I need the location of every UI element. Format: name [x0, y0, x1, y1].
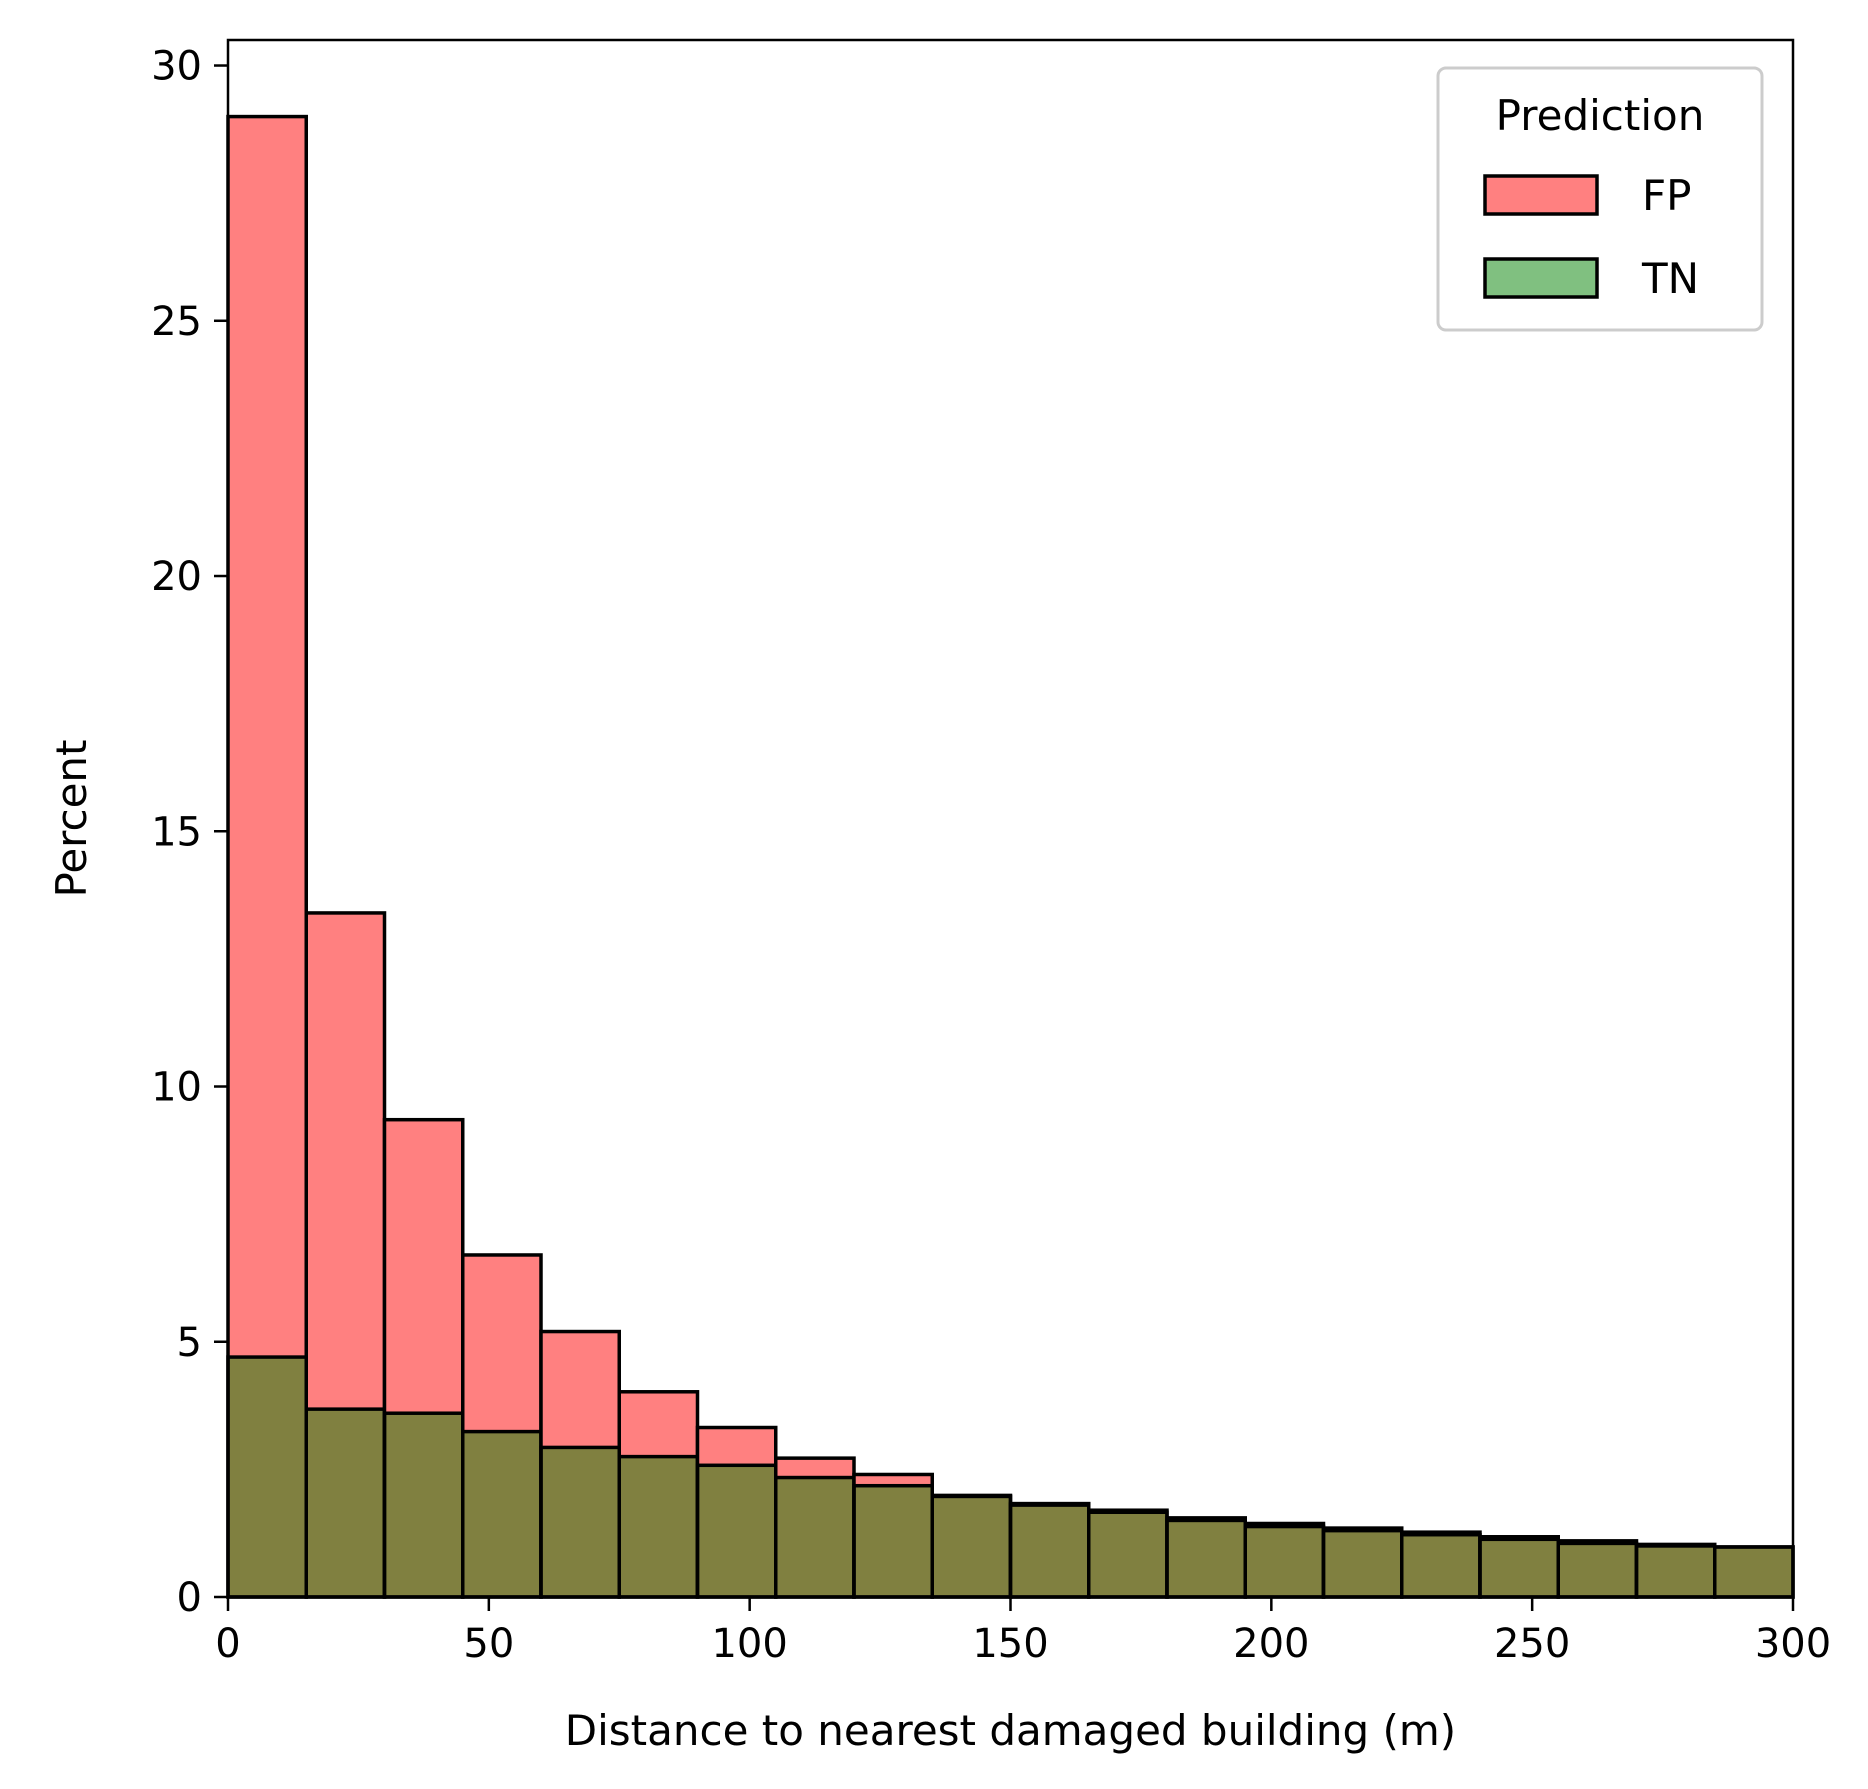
bar-overlap-7	[775, 1477, 854, 1597]
bar-upper-6	[697, 1427, 776, 1466]
bar-overlap-13	[1245, 1526, 1324, 1597]
y-tick-label-2: 10	[151, 1065, 202, 1111]
bar-upper-1	[306, 912, 385, 1410]
bar-overlap-18	[1636, 1545, 1715, 1597]
y-tick-label-6: 30	[151, 44, 202, 90]
legend: Prediction FP TN	[1436, 66, 1764, 332]
x-axis: 0 50 100 150 200 250 300	[215, 1597, 1831, 1667]
bar-overlap-17	[1558, 1543, 1637, 1597]
legend-label-tn: TN	[1641, 254, 1699, 303]
x-tick-label-0: 0	[215, 1621, 240, 1667]
y-tick-label-5: 25	[151, 299, 202, 345]
bar-upper-7	[775, 1458, 854, 1478]
bar-overlap-0	[228, 1357, 307, 1597]
y-tick-label-4: 20	[151, 554, 202, 600]
bar-overlap-6	[697, 1465, 776, 1597]
legend-label-fp: FP	[1642, 171, 1692, 220]
bars-layer	[226, 114, 1795, 1599]
bar-upper-5	[619, 1391, 698, 1457]
bar-overlap-4	[541, 1447, 620, 1597]
legend-title: Prediction	[1496, 91, 1705, 140]
bar-upper-8	[854, 1474, 933, 1486]
legend-swatch-fp	[1483, 174, 1599, 216]
bar-overlap-10	[1010, 1505, 1089, 1597]
x-axis-label: Distance to nearest damaged building (m)	[565, 1706, 1456, 1755]
y-tick-label-1: 5	[177, 1320, 202, 1366]
bar-overlap-16	[1480, 1539, 1559, 1597]
bar-overlap-5	[619, 1456, 698, 1597]
bar-overlap-1	[306, 1409, 385, 1597]
x-tick-label-6: 300	[1755, 1621, 1831, 1667]
bar-overlap-12	[1167, 1520, 1246, 1597]
bar-upper-2	[384, 1119, 463, 1414]
y-axis-label: Percent	[47, 739, 96, 897]
bar-overlap-2	[384, 1413, 463, 1597]
bar-overlap-15	[1401, 1534, 1480, 1597]
x-tick-label-4: 200	[1233, 1621, 1309, 1667]
bar-upper-0	[228, 116, 307, 1358]
y-tick-label-0: 0	[177, 1575, 202, 1621]
x-tick-label-1: 50	[463, 1621, 514, 1667]
x-tick-label-3: 150	[972, 1621, 1048, 1667]
bar-overlap-9	[932, 1496, 1011, 1597]
x-tick-label-5: 250	[1494, 1621, 1570, 1667]
x-tick-label-2: 100	[711, 1621, 787, 1667]
bar-overlap-11	[1088, 1512, 1167, 1597]
bar-upper-4	[541, 1331, 620, 1448]
bar-overlap-8	[854, 1485, 933, 1597]
bar-upper-3	[462, 1254, 541, 1432]
bar-overlap-19	[1714, 1546, 1793, 1597]
bar-overlap-14	[1323, 1530, 1402, 1597]
legend-swatch-tn	[1483, 257, 1599, 299]
y-tick-label-3: 15	[151, 809, 202, 855]
bar-overlap-3	[462, 1431, 541, 1597]
y-axis: 0 5 10 15 20 25 30	[151, 44, 228, 1621]
